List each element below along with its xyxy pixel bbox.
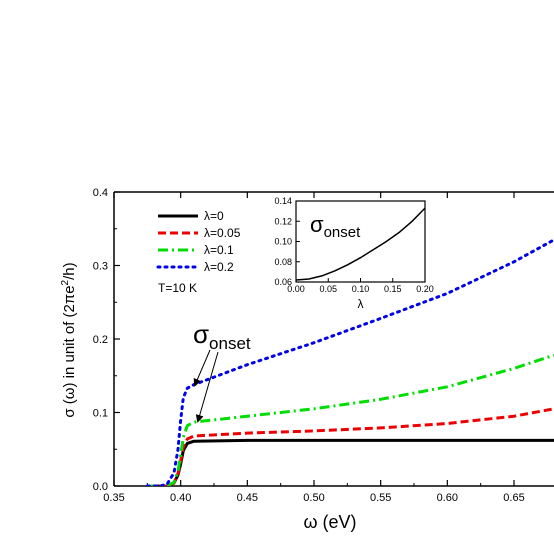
inset-series-line <box>295 207 426 281</box>
y-tick-label: 0.2 <box>93 334 108 346</box>
inset-plot: 0.00 0.05 0.10 0.15 0.20 0.06 0.08 0.10 0.12 0.14… <box>274 196 433 311</box>
inset-x-tick-label: 0.15 <box>384 284 402 294</box>
series-line-2 <box>147 353 554 486</box>
y-axis-label: σ (ω) in unit of (2πe2/h) <box>60 262 78 417</box>
inset-x-tick-label: 0.05 <box>319 284 337 294</box>
x-tick-label: 0.50 <box>303 492 324 504</box>
x-axis-label: ω (eV) <box>303 512 356 532</box>
x-tick-label: 0.45 <box>237 492 258 504</box>
y-tick-label: 0.0 <box>93 481 108 493</box>
inset-y-tick-label: 0.12 <box>274 216 292 226</box>
x-tick-label: 0.35 <box>103 492 124 504</box>
y-tick-label: 0.3 <box>93 261 108 273</box>
y-tick-label: 0.4 <box>93 187 108 199</box>
legend-label-1: λ=0.05 <box>204 226 241 240</box>
x-tick-label: 0.55 <box>370 492 391 504</box>
inset-y-tick-label: 0.14 <box>274 196 292 206</box>
x-tick-label: 0.60 <box>437 492 458 504</box>
inset-x-tick-label: 0.10 <box>352 284 370 294</box>
inset-y-tick-label: 0.10 <box>274 237 292 247</box>
inset-y-tick-label: 0.08 <box>274 257 292 267</box>
sigma-onset-annotation: σonset <box>193 319 251 353</box>
legend-label-3: λ=0.2 <box>204 260 234 274</box>
x-tick-label: 0.65 <box>503 492 524 504</box>
y-tick-label: 0.1 <box>93 408 108 420</box>
legend-label-0: λ=0 <box>204 209 224 223</box>
inset-x-tick-label: 0.00 <box>287 284 305 294</box>
inset-frame <box>295 200 426 283</box>
legend-label-2: λ=0.1 <box>204 243 234 257</box>
annotation-arrow-1 <box>193 349 211 387</box>
inset-title: σonset <box>310 212 361 241</box>
temperature-label: T=10 K <box>158 281 197 295</box>
main-plot: 0.35 0.40 0.45 0.50 0.55 0.60 0.65 0.0 0.1 0.2 0.3… <box>60 187 554 532</box>
series-line-3 <box>145 238 554 486</box>
inset-x-tick-label: 0.20 <box>416 284 434 294</box>
inset-y-tick-label: 0.06 <box>274 277 292 287</box>
series-line-0 <box>147 438 554 486</box>
x-tick-label: 0.40 <box>170 492 191 504</box>
inset-x-axis-label: λ <box>358 297 364 311</box>
annotation-arrow-2 <box>195 351 219 423</box>
